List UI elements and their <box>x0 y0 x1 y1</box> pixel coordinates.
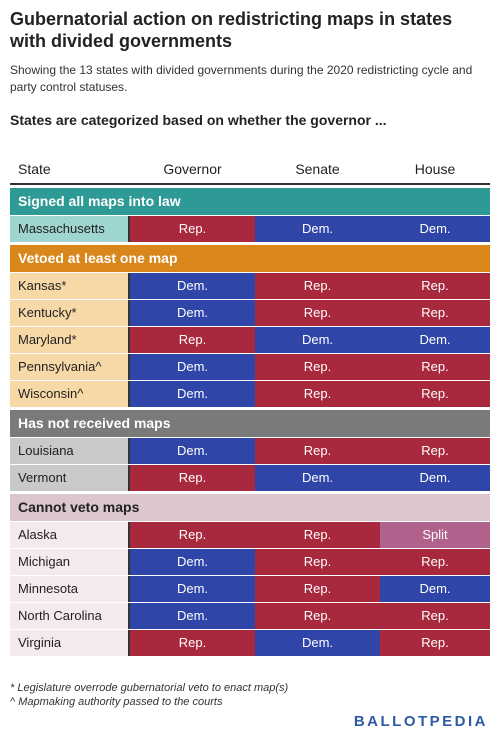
table-row: North Carolina Dem. Rep. Rep. <box>10 602 490 629</box>
state-cell: Kansas* <box>10 273 130 299</box>
party-cell: Dem. <box>255 630 380 656</box>
state-cell: Minnesota <box>10 576 130 602</box>
section-header: Signed all maps into law <box>10 188 490 215</box>
state-cell: Massachusetts <box>10 216 130 242</box>
state-cell: Alaska <box>10 522 130 548</box>
header-row: State Governor Senate House <box>10 155 490 185</box>
state-cell: Pennsylvania^ <box>10 354 130 380</box>
table-row: Wisconsin^ Dem. Rep. Rep. <box>10 380 490 407</box>
party-cell: Rep. <box>255 549 380 575</box>
party-cell: Rep. <box>255 522 380 548</box>
party-cell: Dem. <box>255 465 380 491</box>
table-row: Alaska Rep. Rep. Split <box>10 521 490 548</box>
party-cell: Dem. <box>380 576 490 602</box>
party-cell: Rep. <box>255 381 380 407</box>
party-cell: Dem. <box>130 273 255 299</box>
party-cell: Rep. <box>255 576 380 602</box>
footnote: * Legislature overrode gubernatorial vet… <box>10 682 289 694</box>
table-row: Kansas* Dem. Rep. Rep. <box>10 272 490 299</box>
party-cell: Dem. <box>130 354 255 380</box>
state-cell: Maryland* <box>10 327 130 353</box>
party-cell: Rep. <box>380 273 490 299</box>
state-cell: Virginia <box>10 630 130 656</box>
party-cell: Dem. <box>130 300 255 326</box>
party-cell: Rep. <box>380 630 490 656</box>
party-cell: Rep. <box>380 438 490 464</box>
section-header: Vetoed at least one map <box>10 245 490 272</box>
section-header: Cannot veto maps <box>10 494 490 521</box>
table-row: Pennsylvania^ Dem. Rep. Rep. <box>10 353 490 380</box>
table-row: Kentucky* Dem. Rep. Rep. <box>10 299 490 326</box>
party-cell: Dem. <box>255 216 380 242</box>
table-row: Massachusetts Rep. Dem. Dem. <box>10 215 490 242</box>
column-header: Governor <box>163 161 222 177</box>
party-cell: Rep. <box>130 216 255 242</box>
party-cell: Rep. <box>380 603 490 629</box>
party-cell: Rep. <box>380 549 490 575</box>
party-cell: Dem. <box>130 576 255 602</box>
table: State Governor Senate House Signed all maps … <box>10 155 490 656</box>
table-row: Louisiana Dem. Rep. Rep. <box>10 437 490 464</box>
party-cell: Dem. <box>255 327 380 353</box>
party-cell: Rep. <box>255 273 380 299</box>
party-cell: Rep. <box>380 300 490 326</box>
party-cell: Dem. <box>380 216 490 242</box>
party-cell: Rep. <box>130 327 255 353</box>
state-cell: North Carolina <box>10 603 130 629</box>
state-cell: Michigan <box>10 549 130 575</box>
section-header: Has not received maps <box>10 410 490 437</box>
party-cell: Rep. <box>130 522 255 548</box>
party-cell: Rep. <box>255 438 380 464</box>
title: Gubernatorial action on redistricting ma… <box>10 9 453 51</box>
party-cell: Dem. <box>380 327 490 353</box>
table-row: Michigan Dem. Rep. Rep. <box>10 548 490 575</box>
state-cell: Louisiana <box>10 438 130 464</box>
table-row: Minnesota Dem. Rep. Dem. <box>10 575 490 602</box>
column-header: House <box>414 161 456 177</box>
subtitle: Showing the 13 states with divided gover… <box>10 63 473 94</box>
column-header: State <box>18 161 51 177</box>
party-cell: Dem. <box>130 549 255 575</box>
logo: BALLOTPEDIA <box>353 713 488 730</box>
party-cell: Split <box>380 522 490 548</box>
state-cell: Kentucky* <box>10 300 130 326</box>
table-row: Virginia Rep. Dem. Rep. <box>10 629 490 656</box>
column-header: Senate <box>295 161 340 177</box>
party-cell: Rep. <box>255 354 380 380</box>
state-cell: Wisconsin^ <box>10 381 130 407</box>
table-row: Maryland* Rep. Dem. Dem. <box>10 326 490 353</box>
party-cell: Dem. <box>130 438 255 464</box>
footnote: ^ Mapmaking authority passed to the cour… <box>10 696 223 708</box>
party-cell: Dem. <box>130 603 255 629</box>
party-cell: Rep. <box>255 603 380 629</box>
party-cell: Rep. <box>130 465 255 491</box>
party-cell: Rep. <box>255 300 380 326</box>
question: States are categorized based on whether … <box>10 112 387 128</box>
state-cell: Vermont <box>10 465 130 491</box>
party-cell: Rep. <box>130 630 255 656</box>
party-cell: Rep. <box>380 381 490 407</box>
party-cell: Dem. <box>380 465 490 491</box>
party-cell: Dem. <box>130 381 255 407</box>
footnotes: * Legislature overrode gubernatorial vet… <box>10 681 288 709</box>
table-row: Vermont Rep. Dem. Dem. <box>10 464 490 491</box>
party-cell: Rep. <box>380 354 490 380</box>
